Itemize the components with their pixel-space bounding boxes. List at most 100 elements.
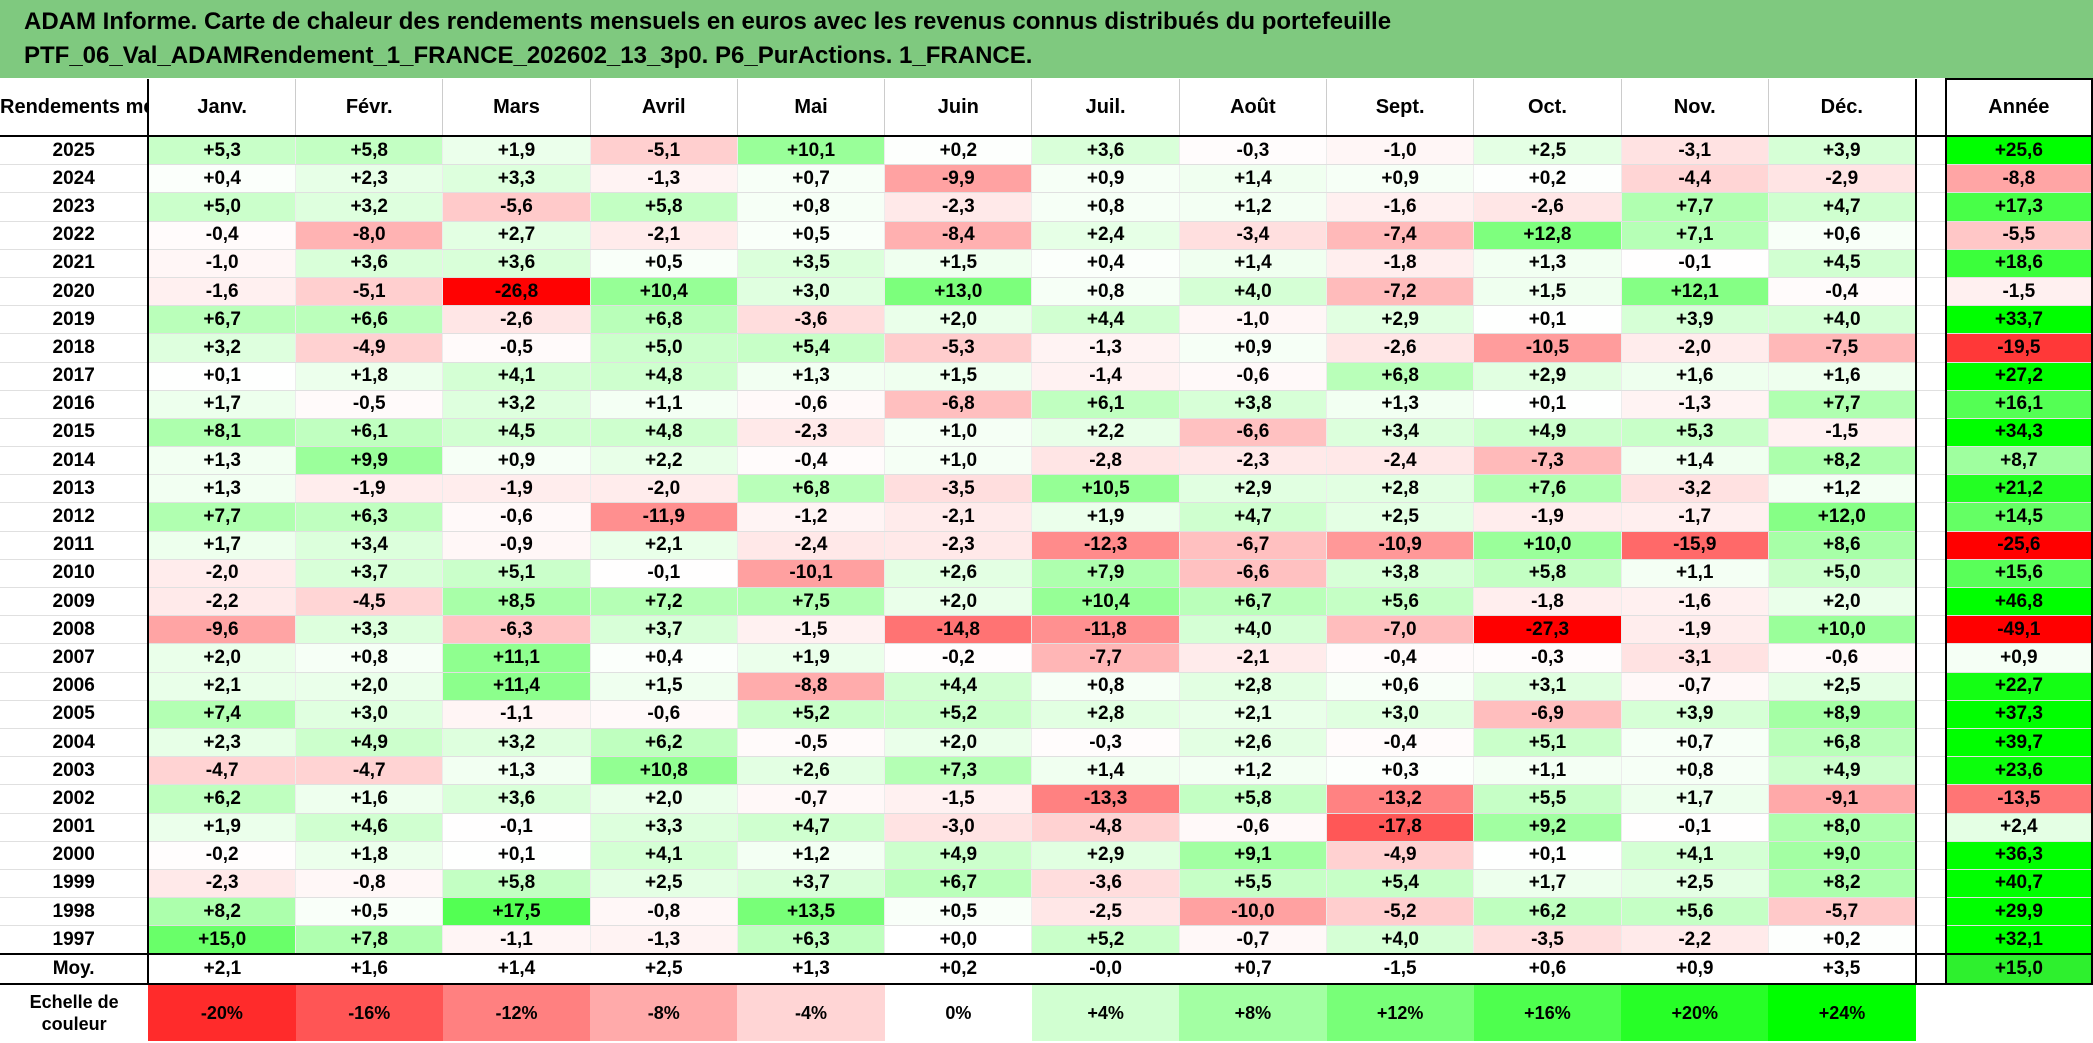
heat-cell: +5,8	[1473, 559, 1622, 589]
heat-cell: +0,3	[1326, 756, 1474, 786]
heat-cell: +0,2	[1767, 925, 1916, 955]
year-label: 2022	[0, 221, 150, 250]
heat-cell: +8,5	[442, 587, 591, 617]
heat-cell: -4,7	[295, 756, 443, 786]
heat-cell: +2,0	[295, 672, 443, 701]
month-header: Nov.	[1620, 79, 1769, 137]
column-gap	[1914, 502, 1946, 532]
heat-cell: +3,7	[736, 869, 885, 899]
heat-cell: +2,5	[1326, 502, 1474, 532]
annual-cell: +18,6	[1944, 249, 2093, 278]
heat-cell: +5,1	[1473, 728, 1622, 758]
color-scale-swatch: -4%	[737, 984, 885, 1042]
heat-cell: +5,6	[1326, 587, 1474, 617]
column-gap	[1914, 164, 1946, 194]
color-scale-label-line-1: Echelle de	[29, 992, 119, 1013]
heat-cell: +1,6	[1620, 362, 1769, 391]
heat-cell: -1,3	[1031, 333, 1180, 363]
heat-cell: +6,8	[589, 305, 738, 335]
year-label: 2005	[0, 700, 150, 729]
heat-cell: -2,5	[1031, 897, 1180, 927]
heat-cell: +2,0	[589, 784, 738, 814]
color-scale-swatch: +16%	[1473, 984, 1622, 1042]
heat-cell: +4,0	[1326, 925, 1474, 955]
column-gap	[1914, 249, 1946, 278]
heat-cell: +5,2	[884, 700, 1032, 729]
heat-cell: +11,1	[442, 643, 591, 673]
heat-cell: -0,4	[1326, 728, 1474, 758]
heat-cell: -1,3	[1620, 390, 1769, 419]
heat-cell: +0,7	[1620, 728, 1769, 758]
heat-cell: +4,1	[442, 362, 591, 391]
heat-cell: +0,6	[1767, 221, 1916, 250]
annual-cell: -1,5	[1944, 277, 2093, 307]
heat-cell: +6,7	[147, 305, 296, 335]
heat-cell: -6,8	[884, 390, 1032, 419]
annual-header: Année	[1944, 78, 2093, 137]
heat-cell: +2,8	[1031, 700, 1180, 729]
annual-cell: -13,5	[1944, 784, 2093, 814]
heat-cell: +2,9	[1031, 841, 1180, 870]
heat-cell: +7,5	[736, 587, 885, 617]
year-label: 2014	[0, 446, 150, 476]
heat-cell: +2,5	[1620, 869, 1769, 899]
annual-cell: +34,3	[1944, 418, 2093, 448]
color-scale-swatch: +8%	[1179, 984, 1327, 1042]
year-row: 2003 -4,7 -4,7 +1,3 +10,8 +2,6 +7,3 +1,4 +1,2 +0,…	[0, 756, 2093, 786]
heat-cell: +0,4	[589, 643, 738, 673]
column-gap	[1914, 643, 1946, 673]
heat-cell: +2,1	[1178, 700, 1327, 729]
heat-cell: -0,4	[1326, 643, 1474, 673]
heat-cell: +1,0	[884, 446, 1032, 476]
column-gap	[1914, 587, 1946, 617]
annual-cell: +39,7	[1944, 728, 2093, 758]
month-header: Août	[1178, 79, 1327, 137]
heat-cell: +0,1	[1473, 841, 1622, 870]
annual-cell: +29,9	[1944, 897, 2093, 927]
heat-cell: +3,7	[589, 615, 738, 645]
heat-cell: +12,0	[1767, 502, 1916, 532]
heat-cell: +3,6	[1031, 136, 1180, 166]
annual-cell: +17,3	[1944, 192, 2093, 222]
annual-cell: -25,6	[1944, 531, 2093, 560]
year-row: 2018 +3,2 -4,9 -0,5 +5,0 +5,4 -5,3 -1,3 +0,9 -2,6…	[0, 333, 2093, 363]
year-row: 2022 -0,4 -8,0 +2,7 -2,1 +0,5 -8,4 +2,4 -3,4 -7,4…	[0, 221, 2093, 250]
average-cell: +1,6	[295, 953, 443, 986]
heat-cell: -0,3	[1031, 728, 1180, 758]
heat-cell: +12,1	[1620, 277, 1769, 307]
heat-cell: +6,8	[1767, 728, 1916, 758]
heat-cell: +4,8	[589, 362, 738, 391]
average-cell: +2,1	[148, 953, 296, 986]
annual-cell: +36,3	[1944, 841, 2093, 870]
heat-cell: -2,4	[1326, 446, 1474, 476]
year-label: 2003	[0, 756, 150, 786]
heat-cell: -0,6	[442, 502, 591, 532]
heat-cell: +2,9	[1473, 362, 1622, 391]
heat-cell: +8,0	[1767, 813, 1916, 842]
heat-cell: -12,3	[1031, 531, 1180, 560]
heat-cell: -3,1	[1620, 136, 1769, 166]
heat-cell: -1,3	[589, 925, 738, 955]
heat-cell: +1,5	[589, 672, 738, 701]
heat-cell: +3,3	[442, 164, 591, 194]
heat-cell: +4,5	[442, 418, 591, 448]
heat-cell: +7,6	[1473, 474, 1622, 504]
heat-cell: +2,9	[1178, 474, 1327, 504]
year-label: 2017	[0, 362, 150, 391]
heat-cell: -9,1	[1767, 784, 1916, 814]
heat-cell: -6,6	[1178, 559, 1327, 589]
month-header: Juin	[884, 79, 1032, 137]
heat-cell: +4,6	[295, 813, 443, 842]
average-cell: -1,5	[1326, 953, 1474, 986]
column-gap	[1914, 953, 1946, 986]
heat-cell: -0,5	[295, 390, 443, 419]
heat-cell: +0,1	[147, 362, 296, 391]
heat-cell: -2,3	[147, 869, 296, 899]
heat-cell: -0,2	[884, 643, 1032, 673]
heat-cell: +3,8	[1178, 390, 1327, 419]
color-scale-swatch: +24%	[1768, 984, 1916, 1042]
heat-cell: +3,2	[147, 333, 296, 363]
annual-cell: +14,5	[1944, 502, 2093, 532]
heat-cell: +3,1	[1473, 672, 1622, 701]
heat-cell: -2,3	[884, 192, 1032, 222]
